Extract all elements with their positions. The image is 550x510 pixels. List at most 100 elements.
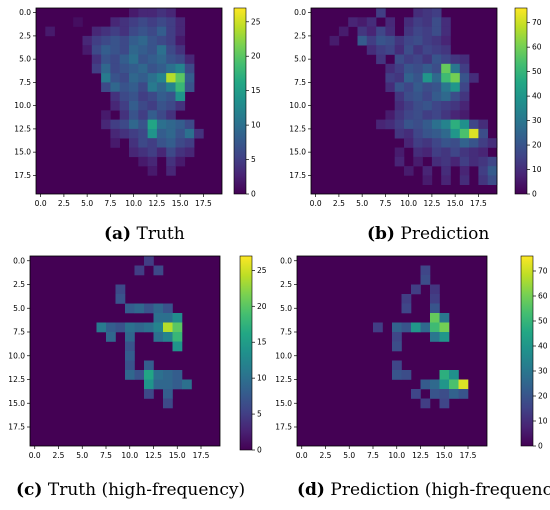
prediction-heatmap-cell: [413, 63, 423, 74]
truth-colorbar-tick-label: 25: [251, 17, 261, 26]
truth-hf-y-tick-label: 17.5: [8, 423, 25, 432]
truth-hf-heatmap-cell: [163, 303, 173, 314]
truth-hf-heatmap-cell: [134, 370, 145, 380]
prediction-hf-y-tick-label: 15.0: [275, 399, 292, 408]
truth-heatmap-cell: [138, 17, 148, 27]
prediction-heatmap-cell: [441, 82, 451, 92]
prediction-hf-heatmap-cell: [401, 294, 412, 304]
truth-hf-colorbar: [239, 255, 253, 451]
truth-heatmap-cell: [166, 147, 176, 158]
truth-hf-heatmap-cell: [172, 379, 183, 390]
prediction-heatmap-cell: [469, 128, 479, 139]
truth-hf-heatmap-cell: [172, 313, 183, 323]
truth-heatmap-cell: [147, 17, 158, 27]
prediction-hf-heatmap-cell: [430, 303, 440, 314]
prediction-heatmap-cell: [422, 8, 433, 18]
prediction-heatmap-cell: [329, 35, 340, 46]
truth-hf-heatmap-cell: [134, 265, 145, 276]
prediction-colorbar-tick-label: 60: [532, 43, 542, 52]
truth-heatmap-cell: [119, 73, 130, 83]
prediction-heatmap-cell: [422, 110, 433, 120]
prediction-heatmap-cell: [478, 175, 488, 185]
prediction-colorbar-tick-label: 10: [532, 165, 542, 174]
truth-heatmap-cell: [110, 63, 120, 74]
truth-heatmap-cell: [110, 35, 120, 46]
prediction-hf-colorbar-tick-label: 20: [538, 392, 548, 401]
truth-heatmap-cell: [156, 35, 167, 46]
truth-heatmap-cell: [147, 26, 158, 37]
truth-hf-heatmap-cell: [182, 379, 192, 390]
truth-heatmap-cell: [166, 156, 176, 167]
truth-hf-y-tick-label: 12.5: [8, 375, 25, 384]
truth-y-tick-label: 0.0: [19, 8, 31, 17]
truth-x-tick-label: 17.5: [195, 199, 212, 208]
truth-heatmap-cell: [110, 54, 120, 65]
truth-heatmap-cell: [147, 128, 158, 139]
prediction-heatmap-cell: [385, 45, 395, 55]
truth-heatmap-cell: [138, 138, 148, 148]
prediction-heatmap-cell: [469, 156, 479, 167]
truth-heatmap-cell: [166, 35, 176, 46]
prediction-heatmap-cell: [431, 128, 442, 139]
truth-heatmap-cell: [156, 73, 167, 83]
prediction-heatmap-cell: [376, 54, 386, 65]
truth-heatmap-cell: [166, 8, 176, 18]
truth-heatmap-cell: [184, 138, 195, 148]
prediction-heatmap-cell: [441, 54, 451, 65]
truth-heatmap-cell: [110, 73, 120, 83]
truth-x-tick-label: 5.0: [81, 199, 93, 208]
truth-heatmap-cell: [156, 26, 167, 37]
prediction-y-tick-label: 15.0: [289, 148, 306, 157]
prediction-heatmap-cell: [394, 54, 405, 65]
truth-hf-y-tick-label: 10.0: [8, 351, 25, 360]
truth-heatmap-cell: [138, 91, 148, 102]
truth-heatmap-cell: [110, 128, 120, 139]
prediction-heatmap-cell: [404, 54, 414, 65]
prediction-hf-heatmap-cell: [430, 379, 440, 390]
truth-hf-heatmap-cell: [144, 303, 154, 314]
prediction-hf-heatmap-cell: [392, 360, 402, 371]
prediction-heatmap-cell: [450, 147, 461, 158]
caption-a: (a) Truth: [104, 224, 185, 244]
truth-hf-heatmap-cell: [172, 370, 183, 380]
truth-heatmap-cell: [73, 17, 83, 27]
prediction-heatmap-cell: [422, 119, 433, 130]
truth-hf-x-tick-label: 17.5: [193, 451, 210, 460]
truth-hf-heatmap-cell: [125, 351, 135, 361]
prediction-heatmap-cell: [469, 119, 479, 130]
prediction-hf-x-tick-label: 7.5: [367, 451, 379, 460]
truth-hf-heatmap-cell: [134, 303, 145, 314]
truth-hf-heatmap-cell: [144, 256, 154, 266]
prediction-hf-plot-frame: [296, 255, 488, 447]
prediction-heatmap-cell: [431, 110, 442, 120]
prediction-heatmap-cell: [404, 119, 414, 130]
prediction-heatmap-cell: [366, 45, 377, 55]
prediction-hf-colorbar-tick-label: 50: [538, 317, 548, 326]
prediction-heatmap-cell: [422, 128, 433, 139]
prediction-heatmap-cell: [366, 17, 377, 27]
truth-heatmap-cell: [175, 35, 186, 46]
truth-heatmap-cell: [156, 63, 167, 74]
prediction-heatmap-cell: [478, 119, 488, 130]
prediction-hf-colorbar-tick-label: 10: [538, 417, 548, 426]
prediction-heatmap-cell: [394, 128, 405, 139]
prediction-heatmap-cell: [422, 63, 433, 74]
prediction-x-tick-label: 10.0: [400, 199, 417, 208]
truth-heatmap-cell: [147, 63, 158, 74]
truth-hf-colorbar-tick-label: 5: [257, 410, 262, 419]
truth-heatmap-cell: [175, 17, 186, 27]
prediction-heatmap-cell: [404, 35, 414, 46]
prediction-hf-y-tick-label: 0.0: [280, 256, 292, 265]
truth-heatmap-cell: [147, 82, 158, 92]
truth-hf-heatmap-cell: [125, 370, 135, 380]
prediction-heatmap-cell: [394, 119, 405, 130]
truth-hf-heatmap-cell: [172, 332, 183, 342]
prediction-heatmap-cell: [366, 35, 377, 46]
prediction-hf-heatmap-cell: [401, 322, 412, 333]
prediction-y-tick-label: 10.0: [289, 101, 306, 110]
truth-heatmap-cell: [156, 138, 167, 148]
heatmap-truth: 0.0 2.5 5.0 7.5 10.0 12.5 15.0 17.5 0.0 2.5 5.0 7.5…: [14, 7, 261, 208]
prediction-colorbar-tick-label: 0: [532, 190, 537, 199]
truth-hf-heatmap-cell: [96, 322, 107, 333]
truth-heatmap-cell: [82, 45, 93, 55]
